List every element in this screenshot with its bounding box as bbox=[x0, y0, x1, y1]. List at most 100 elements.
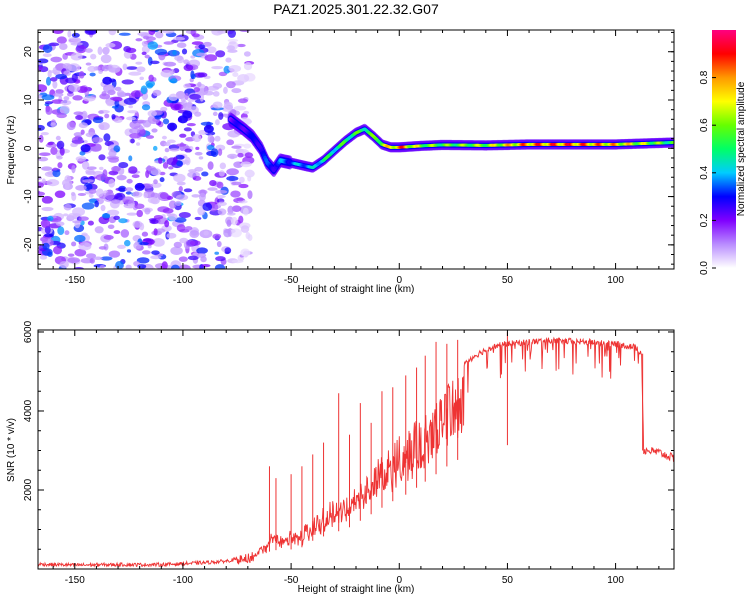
noise-hot-blob bbox=[102, 76, 113, 85]
noise-blob bbox=[189, 230, 200, 239]
noise-blob bbox=[126, 178, 133, 184]
noise-blob bbox=[188, 169, 197, 173]
noise-blob bbox=[163, 61, 177, 67]
noise-blob bbox=[57, 162, 63, 169]
noise-blob bbox=[108, 157, 120, 163]
noise-blob bbox=[183, 64, 194, 72]
colorbar-label: Normalized spectral amplitude bbox=[736, 81, 747, 216]
noise-blob bbox=[211, 30, 224, 36]
spectrogram-y-axis-label: Frequency (Hz) bbox=[6, 116, 17, 185]
noise-blob bbox=[232, 72, 239, 78]
noise-blob bbox=[216, 181, 224, 189]
x-tick-label: -100 bbox=[173, 575, 193, 586]
noise-blob bbox=[206, 46, 217, 54]
noise-hot-blob bbox=[134, 182, 145, 191]
noise-blob bbox=[212, 91, 220, 97]
noise-blob bbox=[70, 42, 83, 46]
noise-blob bbox=[231, 181, 242, 186]
noise-blob bbox=[52, 246, 63, 255]
noise-blob bbox=[84, 48, 93, 53]
noise-blob bbox=[126, 249, 132, 253]
noise-blob bbox=[240, 225, 250, 233]
noise-blob bbox=[111, 113, 116, 120]
noise-blob bbox=[63, 213, 69, 217]
noise-blob bbox=[215, 189, 228, 194]
noise-blob bbox=[55, 221, 65, 226]
noise-blob bbox=[129, 133, 141, 139]
colorbar: 0.0 0.2 0.4 0.6 0.8 Normalized spectral ampl… bbox=[699, 30, 747, 275]
noise-blob bbox=[153, 228, 158, 236]
noise-blob bbox=[159, 177, 165, 183]
noise-blob bbox=[89, 257, 95, 264]
noise-blob bbox=[152, 145, 158, 151]
snr-series bbox=[38, 331, 674, 568]
noise-blob bbox=[106, 101, 114, 107]
noise-blob bbox=[212, 233, 222, 240]
noise-blob bbox=[73, 132, 83, 137]
noise-blob bbox=[48, 42, 60, 47]
noise-blob bbox=[170, 103, 182, 111]
noise-blob bbox=[176, 181, 186, 186]
noise-blob bbox=[147, 110, 157, 117]
colorbar-tick-label: 0.8 bbox=[699, 70, 710, 84]
x-tick-label: -50 bbox=[284, 275, 299, 286]
noise-blob bbox=[162, 162, 169, 169]
noise-blob bbox=[50, 146, 58, 155]
noise-blob bbox=[38, 124, 45, 131]
noise-blob bbox=[173, 241, 183, 248]
noise-blob bbox=[196, 253, 207, 258]
noise-blob bbox=[147, 41, 159, 50]
noise-blob bbox=[79, 151, 86, 156]
noise-blob bbox=[216, 240, 222, 248]
y-tick-label: 10 bbox=[23, 94, 34, 106]
noise-blob bbox=[50, 122, 57, 128]
noise-blob bbox=[94, 200, 99, 208]
noise-blob bbox=[121, 79, 134, 85]
noise-blob bbox=[52, 169, 61, 178]
noise-blob bbox=[145, 166, 156, 172]
noise-blob bbox=[176, 143, 187, 147]
noise-blob bbox=[173, 36, 186, 41]
noise-blob bbox=[215, 144, 226, 151]
noise-blob bbox=[68, 84, 81, 92]
noise-blob bbox=[102, 46, 110, 55]
chart-title: PAZ1.2025.301.22.32.G07 bbox=[273, 1, 439, 17]
noise-blob bbox=[39, 255, 48, 260]
x-tick-label: 100 bbox=[607, 575, 624, 586]
noise-blob bbox=[85, 170, 96, 176]
noise-blob bbox=[52, 167, 58, 171]
noise-blob bbox=[52, 92, 64, 97]
x-tick-label: -150 bbox=[65, 575, 85, 586]
noise-blob bbox=[153, 179, 158, 185]
noise-blob bbox=[147, 197, 158, 204]
noise-blob bbox=[143, 192, 149, 199]
noise-blob bbox=[100, 54, 112, 64]
snr-y-axis: 2000 4000 6000 bbox=[23, 320, 674, 570]
noise-blob bbox=[50, 77, 58, 82]
noise-blob bbox=[243, 110, 250, 115]
noise-blob bbox=[38, 134, 44, 143]
noise-blob bbox=[48, 70, 61, 74]
noise-blob bbox=[150, 60, 160, 65]
noise-blob bbox=[176, 42, 187, 49]
noise-blob bbox=[223, 228, 232, 238]
noise-blob bbox=[75, 184, 87, 191]
noise-blob bbox=[52, 30, 64, 34]
noise-blob bbox=[132, 220, 143, 228]
noise-blob bbox=[183, 83, 191, 89]
noise-blob bbox=[122, 63, 128, 71]
noise-blob bbox=[189, 93, 201, 100]
noise-blob bbox=[82, 179, 94, 183]
noise-blob bbox=[46, 179, 60, 187]
noise-blob bbox=[152, 89, 162, 97]
noise-blob bbox=[108, 67, 119, 72]
noise-blob bbox=[215, 119, 220, 126]
noise-blob bbox=[154, 48, 168, 56]
noise-blob bbox=[116, 90, 125, 98]
noise-blob bbox=[59, 43, 68, 50]
noise-blob bbox=[101, 213, 111, 219]
noise-blob bbox=[75, 115, 83, 120]
noise-blob bbox=[172, 50, 177, 56]
noise-blob bbox=[99, 166, 104, 171]
noise-blob bbox=[108, 250, 121, 258]
